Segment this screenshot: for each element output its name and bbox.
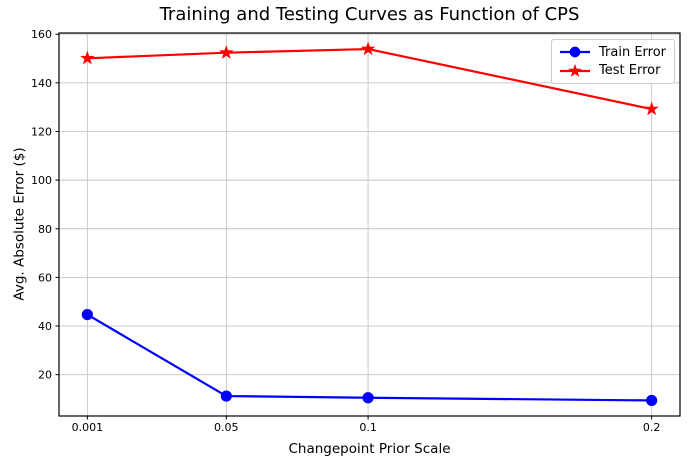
legend-item-test-error: Test Error bbox=[559, 62, 667, 80]
y-tick-label: 140 bbox=[31, 77, 52, 90]
legend-sample-marker bbox=[569, 46, 581, 58]
data-point-0 bbox=[646, 394, 658, 407]
data-point-1 bbox=[80, 50, 95, 65]
x-tick-label: 0.2 bbox=[643, 421, 661, 434]
y-tick-label: 40 bbox=[38, 320, 52, 333]
data-point-1 bbox=[219, 45, 234, 59]
y-tick-label: 60 bbox=[38, 271, 52, 284]
x-tick-label: 0.05 bbox=[214, 421, 239, 434]
x-tick-label: 0.001 bbox=[72, 421, 104, 434]
x-axis-label: Changepoint Prior Scale bbox=[288, 441, 451, 457]
test-error-line-sample-icon bbox=[560, 63, 590, 77]
series-line-1 bbox=[87, 47, 652, 111]
x-tick-label: 0.1 bbox=[359, 421, 377, 434]
legend-item-train-error: Train Error bbox=[559, 43, 667, 61]
axes-border bbox=[58, 32, 681, 417]
data-point-0 bbox=[220, 390, 232, 402]
y-tick-label: 120 bbox=[31, 125, 52, 138]
y-tick-label: 20 bbox=[38, 369, 52, 382]
series-line-0 bbox=[86, 313, 652, 402]
chart-title: Training and Testing Curves as Function … bbox=[159, 4, 580, 25]
legend-label-test-error: Test Error bbox=[599, 63, 661, 79]
legend-label-train-error: Train Error bbox=[599, 44, 667, 60]
data-point-0 bbox=[81, 308, 93, 321]
legend: Train Error Test Error bbox=[551, 39, 675, 84]
train-error-line-sample-icon bbox=[560, 46, 590, 58]
y-tick-label: 160 bbox=[31, 28, 52, 41]
data-point-0 bbox=[362, 392, 374, 404]
data-point-1 bbox=[360, 41, 376, 56]
y-tick-label: 80 bbox=[38, 223, 52, 236]
data-point-1 bbox=[644, 101, 659, 116]
legend-sample-marker bbox=[568, 63, 582, 77]
y-tick-label: 100 bbox=[31, 174, 52, 187]
